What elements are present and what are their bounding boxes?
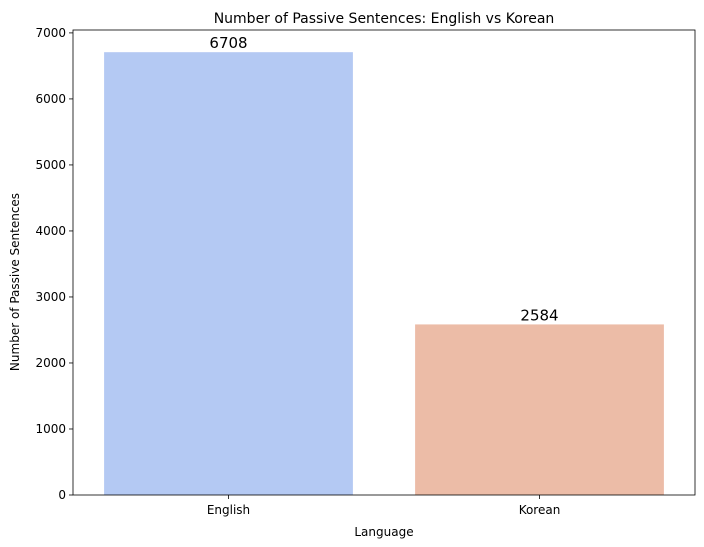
data-label-english: 6708 [209,34,247,52]
y-tick-label-3000: 3000 [35,290,66,304]
y-tick-label-7000: 7000 [35,26,66,40]
bar-english [104,52,353,496]
y-tick-label-2000: 2000 [35,356,66,370]
bar-korean [415,324,664,495]
plot-area: 6708 English 2584 Korean 0 1000 2000 3000 4000 50… [35,26,696,517]
x-axis-title: Language [354,525,413,539]
y-axis-title: Number of Passive Sentences [8,193,22,371]
x-tick-label-english: English [207,503,250,517]
chart-title: Number of Passive Sentences: English vs … [214,11,555,27]
plot-frame [72,29,696,496]
x-tick-label-korean: Korean [519,503,561,517]
y-tick-label-6000: 6000 [35,92,66,106]
y-tick-label-0: 0 [58,488,66,502]
y-tick-label-4000: 4000 [35,224,66,238]
y-tick-label-5000: 5000 [35,158,66,172]
data-label-korean: 2584 [520,306,558,324]
y-tick-label-1000: 1000 [35,422,66,436]
